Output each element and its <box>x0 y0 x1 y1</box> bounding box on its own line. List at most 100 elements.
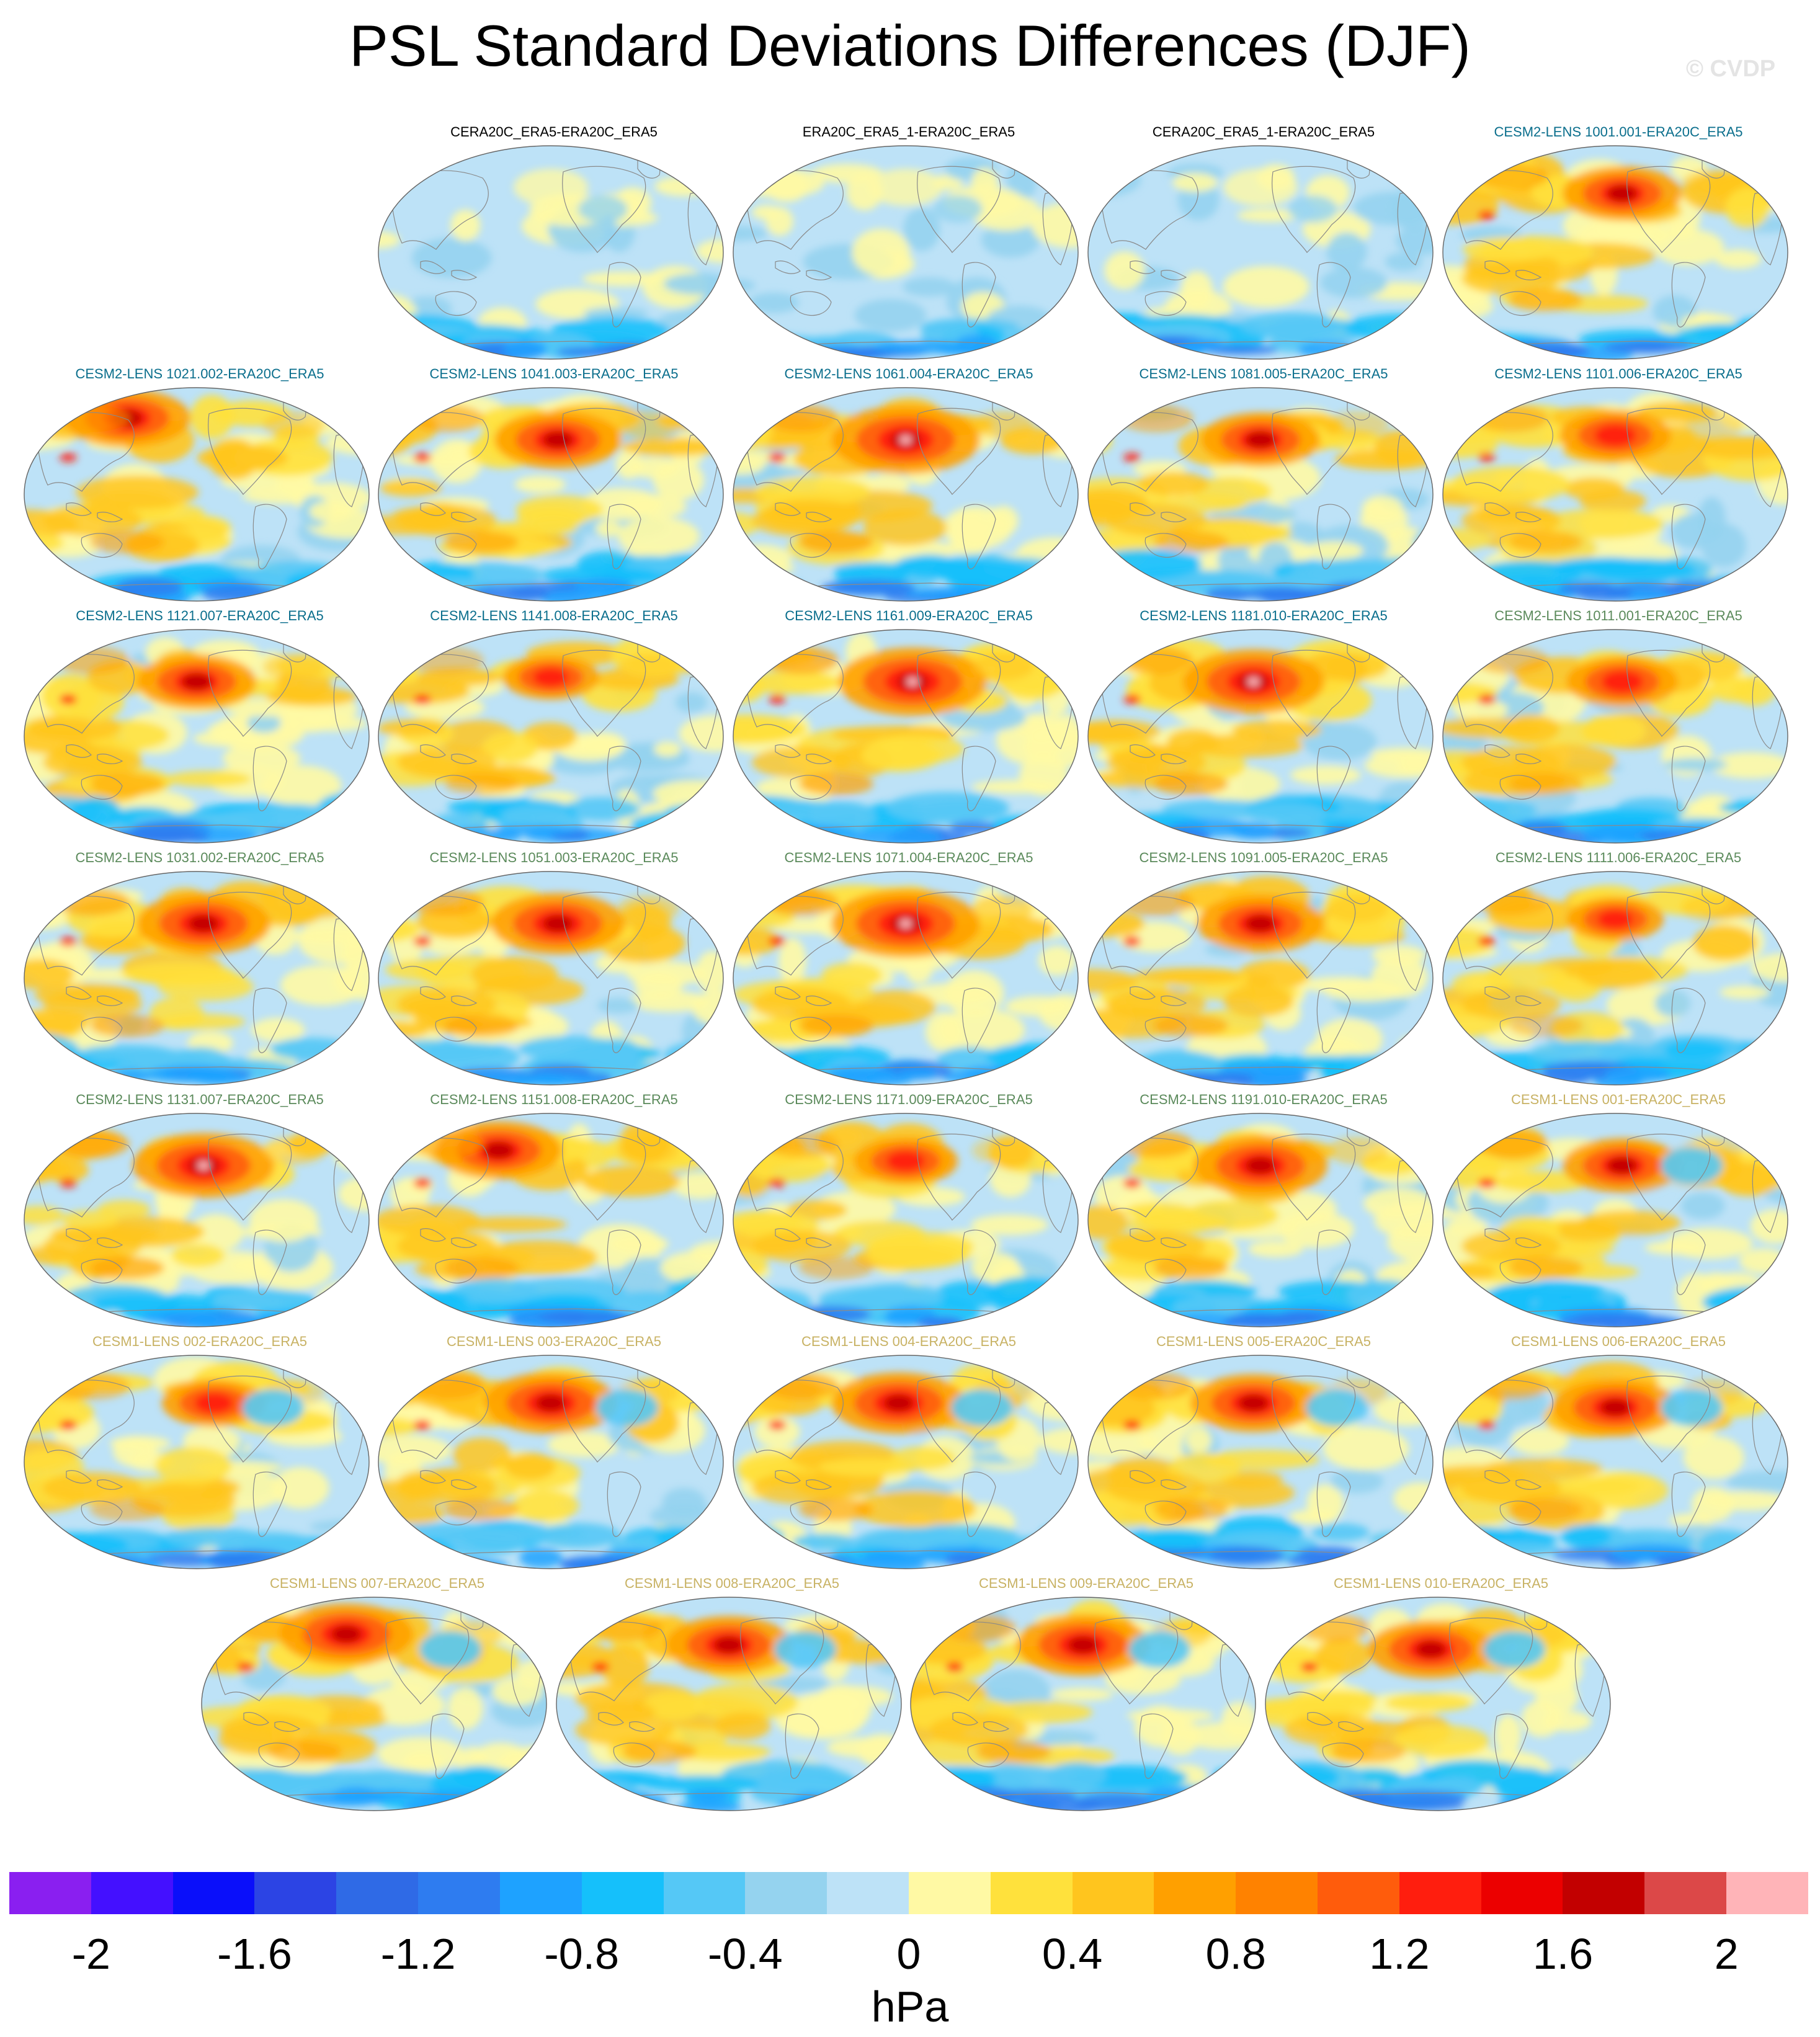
panel-title: CESM2-LENS 1131.007-ERA20C_ERA5 <box>76 1092 324 1107</box>
cvdp-watermark: © CVDP <box>1686 56 1776 82</box>
panel-title: CESM2-LENS 1121.007-ERA20C_ERA5 <box>76 608 324 623</box>
panel-title: CESM2-LENS 1101.006-ERA20C_ERA5 <box>1494 366 1742 381</box>
map-panel: CESM1-LENS 002-ERA20C_ERA5 <box>23 1334 377 1582</box>
psl-difference-map <box>378 871 724 1085</box>
panel-title: CESM2-LENS 1031.002-ERA20C_ERA5 <box>75 850 324 865</box>
panel-title: CESM2-LENS 1161.009-ERA20C_ERA5 <box>785 608 1033 623</box>
colorbar-tick-label: -0.8 <box>544 1930 620 1978</box>
map-boundary <box>1087 145 1434 360</box>
map-boundary <box>24 1113 370 1327</box>
panel-title: CESM2-LENS 1181.010-ERA20C_ERA5 <box>1140 608 1388 623</box>
map-boundary <box>1442 387 1788 602</box>
panel-title: CESM2-LENS 1051.003-ERA20C_ERA5 <box>429 850 679 865</box>
colorbar-swatch <box>581 1872 664 1914</box>
panel-title: CESM1-LENS 003-ERA20C_ERA5 <box>446 1334 662 1349</box>
colorbar-tick-label: 0.4 <box>1042 1930 1103 1978</box>
map-boundary <box>378 1355 724 1569</box>
map-boundary <box>24 387 370 602</box>
map-boundary <box>1087 871 1434 1085</box>
panel-title: CERA20C_ERA5-ERA20C_ERA5 <box>450 124 658 140</box>
map-boundary <box>378 145 724 360</box>
psl-difference-map <box>1442 1355 1788 1569</box>
map-boundary <box>1442 871 1788 1085</box>
psl-difference-map <box>378 1355 724 1569</box>
coastlines <box>744 642 1074 834</box>
colorbar-swatch <box>1154 1872 1236 1914</box>
psl-difference-map <box>1087 629 1434 844</box>
map-panel: CESM2-LENS 1161.009-ERA20C_ERA5 <box>732 608 1086 856</box>
colorbar-tick-label: -2 <box>71 1930 110 1978</box>
psl-difference-map <box>1265 1597 1611 1811</box>
panel-title: CESM1-LENS 006-ERA20C_ERA5 <box>1510 1334 1726 1349</box>
map-panel: CESM2-LENS 1121.007-ERA20C_ERA5 <box>23 608 377 856</box>
map-panel: CESM2-LENS 1091.005-ERA20C_ERA5 <box>1087 850 1440 1098</box>
colorbar-tick-labels: -2 -1.6 -1.2 -0.8 -0.4 0 0.4 0.8 1.2 1.6 2 <box>0 1929 1820 1979</box>
colorbar-swatch <box>1563 1872 1645 1914</box>
colorbar-swatch <box>9 1872 91 1914</box>
panel-title: CESM1-LENS 009-ERA20C_ERA5 <box>978 1576 1194 1591</box>
map-panel: CESM2-LENS 1191.010-ERA20C_ERA5 <box>1087 1092 1440 1340</box>
map-boundary <box>24 629 370 844</box>
colorbar-swatch <box>1236 1872 1318 1914</box>
map-panel: CESM2-LENS 1151.008-ERA20C_ERA5 <box>377 1092 731 1340</box>
colorbar-swatch <box>336 1872 419 1914</box>
map-panel: CESM2-LENS 1061.004-ERA20C_ERA5 <box>732 366 1086 614</box>
psl-difference-map <box>1442 629 1788 844</box>
map-panel: CESM2-LENS 1031.002-ERA20C_ERA5 <box>23 850 377 1098</box>
psl-difference-map <box>24 871 370 1085</box>
map-boundary <box>733 387 1079 602</box>
panel-title: CESM1-LENS 010-ERA20C_ERA5 <box>1333 1576 1549 1591</box>
colorbar-tick-label: -1.2 <box>380 1930 456 1978</box>
colorbar-swatch <box>1399 1872 1481 1914</box>
panel-title: CESM2-LENS 1011.001-ERA20C_ERA5 <box>1494 608 1742 623</box>
psl-difference-map <box>24 629 370 844</box>
psl-difference-map <box>733 387 1079 602</box>
psl-difference-map <box>24 1113 370 1327</box>
map-boundary <box>1087 1113 1434 1327</box>
psl-difference-map <box>1087 1355 1434 1569</box>
figure-title: PSL Standard Deviations Differences (DJF… <box>349 13 1471 78</box>
map-panel: CESM2-LENS 1111.006-ERA20C_ERA5 <box>1442 850 1795 1098</box>
colorbar-tick-label: -0.4 <box>708 1930 783 1978</box>
map-boundary <box>556 1597 902 1811</box>
map-panel: CESM1-LENS 005-ERA20C_ERA5 <box>1087 1334 1440 1582</box>
psl-difference-map <box>378 145 724 360</box>
map-boundary <box>378 387 724 602</box>
panel-title: CESM1-LENS 007-ERA20C_ERA5 <box>269 1576 485 1591</box>
colorbar <box>9 1872 1808 1914</box>
colorbar-swatch <box>418 1872 500 1914</box>
colorbar-swatch <box>663 1872 746 1914</box>
panel-title: CESM1-LENS 005-ERA20C_ERA5 <box>1156 1334 1372 1349</box>
map-panel: CESM2-LENS 1101.006-ERA20C_ERA5 <box>1442 366 1795 614</box>
map-boundary <box>910 1597 1256 1811</box>
psl-difference-map <box>1442 145 1788 360</box>
panel-title: CESM1-LENS 004-ERA20C_ERA5 <box>801 1334 1017 1349</box>
colorbar-tick-label: 2 <box>1714 1930 1739 1978</box>
map-boundary <box>378 871 724 1085</box>
map-boundary <box>1442 1113 1788 1327</box>
panel-title: CESM2-LENS 1001.001-ERA20C_ERA5 <box>1494 124 1743 140</box>
psl-difference-map <box>733 871 1079 1085</box>
map-panel: CESM1-LENS 001-ERA20C_ERA5 <box>1442 1092 1795 1340</box>
map-panel: CESM1-LENS 009-ERA20C_ERA5 <box>909 1576 1263 1824</box>
colorbar-swatch <box>1726 1872 1808 1914</box>
map-panel: CERA20C_ERA5_1-ERA20C_ERA5 <box>1087 124 1440 372</box>
psl-difference-map <box>1442 871 1788 1085</box>
coastlines <box>1099 400 1429 592</box>
psl-difference-map <box>733 1113 1079 1327</box>
coastlines <box>567 1610 897 1802</box>
map-panel: CESM2-LENS 1011.001-ERA20C_ERA5 <box>1442 608 1795 856</box>
map-panel: CESM2-LENS 1021.002-ERA20C_ERA5 <box>23 366 377 614</box>
psl-difference-map <box>1087 871 1434 1085</box>
psl-difference-map <box>1442 1113 1788 1327</box>
map-boundary <box>378 629 724 844</box>
map-boundary <box>733 145 1079 360</box>
colorbar-swatch <box>908 1872 991 1914</box>
colorbar-swatch <box>1318 1872 1399 1914</box>
psl-difference-map <box>24 1355 370 1569</box>
psl-difference-map <box>733 145 1079 360</box>
psl-difference-map <box>378 629 724 844</box>
panel-title: CESM2-LENS 1151.008-ERA20C_ERA5 <box>430 1092 678 1107</box>
map-boundary <box>1087 1355 1434 1569</box>
map-panel: CESM2-LENS 1171.009-ERA20C_ERA5 <box>732 1092 1086 1340</box>
